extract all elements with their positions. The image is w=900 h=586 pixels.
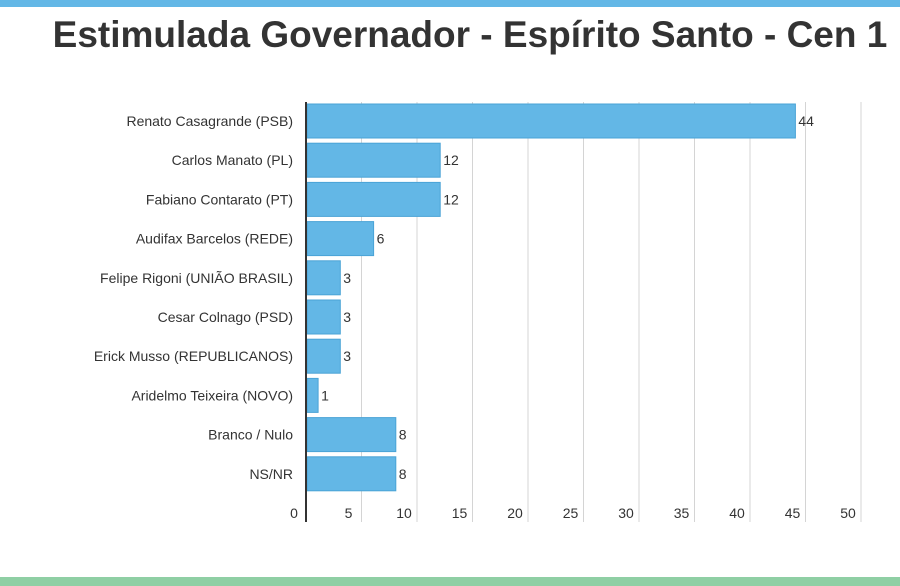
data-label: 1 <box>321 387 329 403</box>
bar <box>306 221 375 257</box>
bar <box>306 142 441 178</box>
bar <box>306 103 796 139</box>
x-tick-label: 15 <box>452 505 468 521</box>
category-label: Carlos Manato (PL) <box>172 152 293 168</box>
bar <box>306 338 341 374</box>
category-label: Fabiano Contarato (PT) <box>146 191 293 207</box>
top-accent-strip <box>0 0 900 7</box>
data-label: 3 <box>343 270 351 286</box>
data-label: 12 <box>443 152 459 168</box>
bar <box>306 456 397 492</box>
bar <box>306 417 397 453</box>
data-label: 6 <box>377 231 385 247</box>
data-label: 8 <box>399 466 407 482</box>
chart-title: Estimulada Governador - Espírito Santo -… <box>52 14 888 55</box>
category-label: Audifax Barcelos (REDE) <box>136 231 293 247</box>
bar <box>306 299 341 335</box>
bar <box>306 260 341 296</box>
data-label: 8 <box>399 427 407 443</box>
category-label: Erick Musso (REPUBLICANOS) <box>94 348 293 364</box>
x-tick-label: 25 <box>563 505 579 521</box>
category-label: Branco / Nulo <box>208 427 293 443</box>
x-tick-label: 0 <box>290 505 298 521</box>
data-label: 12 <box>443 191 459 207</box>
x-tick-label: 5 <box>345 505 353 521</box>
data-label: 3 <box>343 309 351 325</box>
category-label: Aridelmo Teixeira (NOVO) <box>131 387 293 403</box>
category-label: Renato Casagrande (PSB) <box>126 113 293 129</box>
category-label: Felipe Rigoni (UNIÃO BRASIL) <box>100 270 293 286</box>
x-tick-label: 40 <box>729 505 745 521</box>
x-tick-label: 35 <box>674 505 690 521</box>
x-tick-label: 50 <box>840 505 856 521</box>
x-tick-label: 45 <box>785 505 801 521</box>
x-tick-label: 20 <box>507 505 523 521</box>
category-label: Cesar Colnago (PSD) <box>158 309 293 325</box>
category-label: NS/NR <box>249 466 293 482</box>
x-tick-label: 30 <box>618 505 634 521</box>
bottom-accent-strip <box>0 577 900 586</box>
x-tick-label: 10 <box>396 505 412 521</box>
bar <box>306 377 319 413</box>
data-label: 3 <box>343 348 351 364</box>
bar <box>306 181 441 217</box>
data-label: 44 <box>798 113 814 129</box>
